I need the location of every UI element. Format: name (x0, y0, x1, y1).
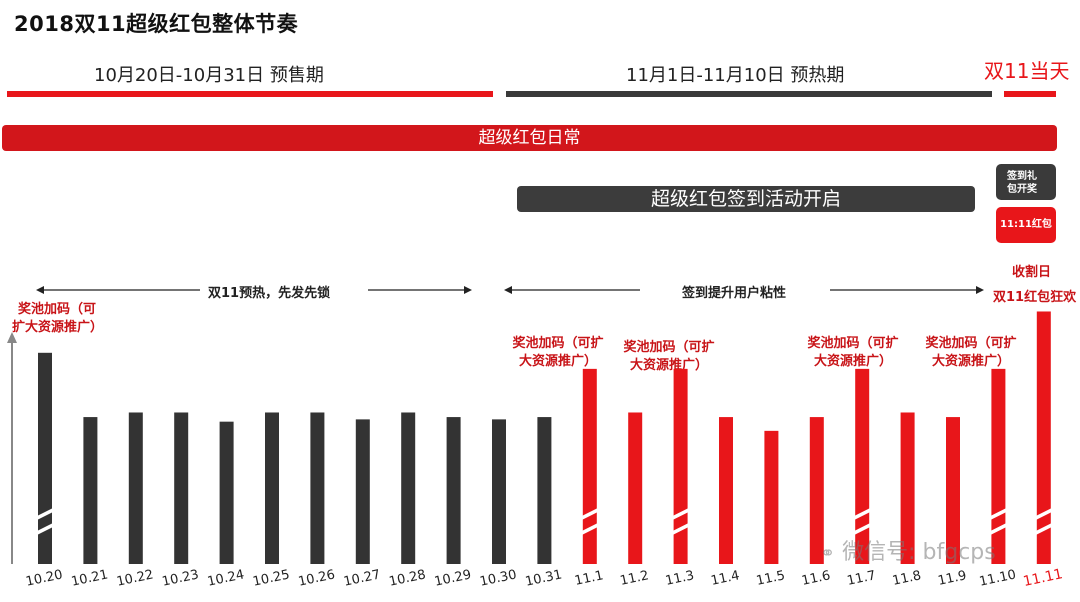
bar-11.6 (809, 417, 824, 564)
arrow-right-label: 签到提升用户粘性 (682, 286, 787, 301)
tick-label-11.8: 11.8 (891, 568, 922, 589)
bar-11.5 (764, 430, 779, 564)
tick-label-11.1: 11.1 (573, 568, 604, 589)
y-axis (7, 332, 17, 564)
tick-label-10.26: 10.26 (297, 567, 337, 589)
bar-10.30 (492, 419, 506, 564)
presale-label: 10月20日-10月31日 预售期 (94, 65, 324, 86)
bar-11.11 (1036, 311, 1051, 564)
bar-10.27 (355, 419, 370, 564)
pool-label-1020: 奖池加码（可扩大资源推广） (12, 302, 104, 335)
tick-label-10.28: 10.28 (388, 567, 428, 589)
bar-11.1 (582, 368, 597, 564)
bar-11.3 (673, 368, 688, 564)
presale-line (7, 91, 493, 97)
tick-label-11.2: 11.2 (619, 568, 650, 589)
preheat-line (506, 91, 992, 97)
harvest-label: 收割日 (1012, 265, 1052, 280)
watermark-text: 微信号: bfgcps (842, 540, 996, 565)
axis-break-mark (854, 523, 871, 535)
bar-10.28 (401, 412, 416, 564)
tick-label-11.4: 11.4 (710, 568, 741, 589)
tick-label-11.11: 11.11 (1022, 566, 1065, 590)
bar-11.9 (946, 417, 960, 564)
tick-label-11.10: 11.10 (978, 567, 1018, 589)
tick-label-10.21: 10.21 (70, 567, 110, 589)
watermark: ⚭ 微信号: bfgcps (820, 534, 996, 566)
tick-label-10.27: 10.27 (342, 567, 382, 589)
carnival-label: 双11红包狂欢 (993, 290, 1077, 305)
tick-label-10.30: 10.30 (479, 567, 519, 589)
wechat-icon: ⚭ (820, 543, 836, 564)
bar-10.24 (219, 421, 234, 564)
axis-break-mark (990, 508, 1007, 520)
tick-label-10.20: 10.20 (25, 567, 65, 589)
pool-label-113: 奖池加码（可扩大资源推广） (623, 340, 715, 373)
double11-label: 双11当天 (984, 59, 1070, 83)
double11-line (1004, 91, 1056, 97)
tick-label-11.5: 11.5 (755, 568, 786, 589)
pool-label-117: 奖池加码（可扩大资源推广） (807, 336, 899, 369)
tick-label-10.29: 10.29 (433, 567, 473, 589)
tick-label-11.6: 11.6 (800, 568, 831, 589)
pool-label-111: 奖池加码（可扩大资源推广） (512, 336, 604, 369)
tick-label-10.31: 10.31 (524, 567, 564, 589)
arrow-right (504, 286, 984, 294)
bar-10.22 (128, 412, 143, 564)
pool-label-1110: 奖池加码（可扩大资源推广） (925, 336, 1017, 369)
tick-label-11.9: 11.9 (937, 568, 968, 589)
bar-10.21 (83, 417, 98, 564)
daily-banner: 超级红包日常 (2, 125, 1057, 151)
preheat-label: 11月1日-11月10日 预热期 (626, 65, 845, 86)
bar-10.25 (265, 412, 279, 564)
tick-label-11.7: 11.7 (846, 568, 877, 589)
bar-11.2 (628, 412, 643, 564)
red-box: 11:11红包 (996, 207, 1056, 243)
bar-10.31 (537, 417, 552, 564)
axis-break-mark (1035, 508, 1052, 520)
gift-box: 签到礼包开奖 (996, 164, 1056, 200)
axis-break-mark (672, 508, 689, 520)
tick-label-11.3: 11.3 (664, 568, 695, 589)
checkin-banner: 超级红包签到活动开启 (517, 186, 975, 212)
axis-break-mark (37, 523, 53, 535)
axis-break-mark (1035, 523, 1052, 535)
bar-10.29 (446, 417, 461, 564)
axis-break-mark (854, 508, 871, 520)
bar-10.26 (310, 412, 325, 564)
tick-label-10.25: 10.25 (252, 567, 292, 589)
tick-label-10.23: 10.23 (161, 567, 201, 589)
arrow-left-label: 双11预热，先发先锁 (208, 286, 331, 301)
axis-break-mark (990, 523, 1007, 535)
bar-11.4 (719, 417, 733, 564)
tick-label-10.22: 10.22 (115, 567, 155, 589)
tick-label-10.24: 10.24 (206, 567, 246, 589)
arrow-left (36, 286, 472, 294)
page-title: 2018双11超级红包整体节奏 (14, 12, 299, 36)
bar-11.8 (900, 412, 915, 564)
axis-break-mark (581, 508, 598, 520)
axis-break-mark (581, 523, 598, 535)
axis-break-mark (37, 508, 53, 520)
gift-box-label: 签到礼包开奖 (1007, 171, 1037, 195)
bar-10.23 (174, 412, 189, 564)
axis-break-mark (672, 523, 689, 535)
